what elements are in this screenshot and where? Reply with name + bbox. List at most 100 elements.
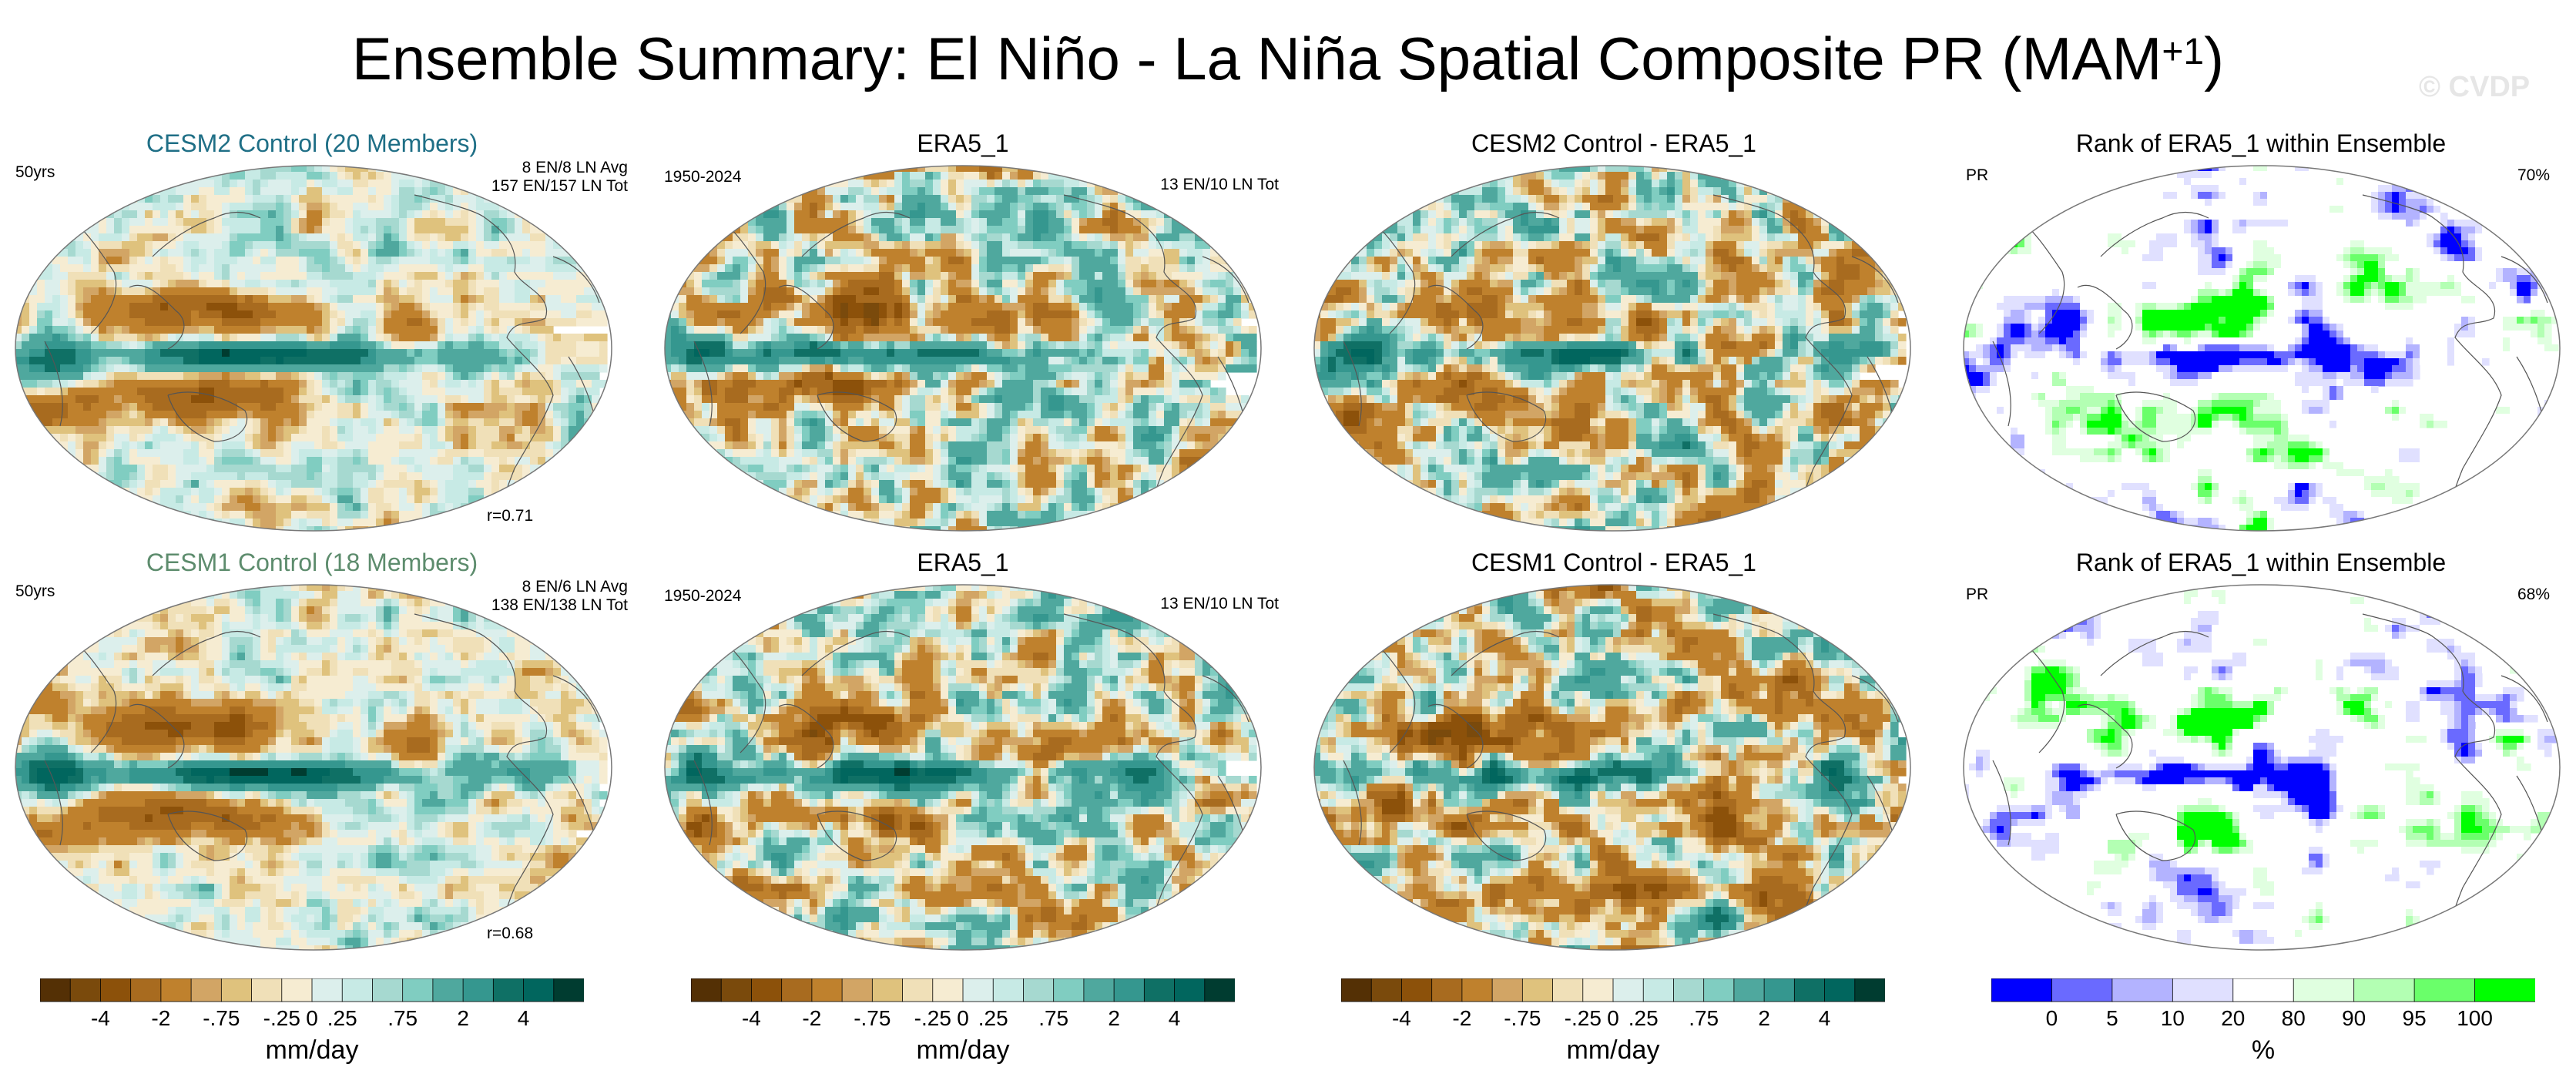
coastline [1202, 256, 1249, 304]
avg-counts: 8 EN/6 LN Avg [522, 578, 628, 596]
colorbar-box [492, 978, 525, 1002]
coastline [1466, 810, 1547, 861]
colorbar-tick-label: -2 [151, 1006, 171, 1030]
panel-title-era5-row1: ERA5_1 [917, 129, 1009, 157]
colorbar-tick-label: .25 [1628, 1006, 1659, 1030]
coastline [778, 284, 834, 350]
coastline [2433, 217, 2502, 519]
colorbar-tick-label: .75 [1689, 1006, 1719, 1030]
coastline [801, 630, 911, 676]
coastline [2100, 630, 2209, 676]
colorbar-boxes [1341, 978, 1885, 1002]
colorbar-tick-label: -4 [741, 1006, 761, 1030]
colorbar-tick-label: .25 [978, 1006, 1008, 1030]
coastline [693, 341, 713, 427]
coastline [1712, 613, 1785, 638]
colorbar-tick-label: 80 [2281, 1006, 2306, 1030]
colorbar-box [811, 978, 844, 1002]
colorbar-tick-label: 4 [1168, 1006, 1181, 1030]
colorbar-box [871, 978, 904, 1002]
pattern-correlation: r=0.68 [487, 925, 534, 942]
colorbar-box [2172, 978, 2234, 1002]
colorbar-tick-label: -.25 [1564, 1006, 1602, 1030]
coastline [817, 810, 897, 861]
colorbar-box [402, 978, 434, 1002]
colorbar-box [432, 978, 465, 1002]
colorbar-rank: 0 5 10 20 80 90 95 100% [1991, 978, 2535, 1079]
colorbar-box [2353, 978, 2416, 1002]
coastline [693, 760, 713, 846]
coastline [414, 194, 486, 219]
colorbar-box [523, 978, 555, 1002]
map-field [1964, 166, 2559, 531]
colorbar-tick-label: 2 [1108, 1006, 1120, 1030]
colorbar-box [190, 978, 223, 1002]
coastline [1427, 703, 1484, 769]
map-cesm1-composite [15, 584, 612, 951]
colorbar-unit-label: mm/day [1566, 1035, 1660, 1065]
colorbar-box [962, 978, 995, 1002]
map-outline [664, 165, 1262, 532]
coastline [1063, 194, 1135, 219]
coastline [2501, 256, 2548, 304]
coastline [2077, 703, 2133, 769]
colorbar-box [130, 978, 162, 1002]
colorbar-box [341, 978, 374, 1002]
colorbar-tick-label: 95 [2402, 1006, 2427, 1030]
colorbar-unit-label: % [2251, 1035, 2276, 1065]
colorbar-tick-label: 90 [2342, 1006, 2366, 1030]
panel-title-era5-row2: ERA5_1 [917, 549, 1009, 576]
map-cesm1-minus-era5 [1313, 584, 1911, 951]
colorbar-box [2413, 978, 2476, 1002]
panel-title-rank-row1: Rank of ERA5_1 within Ensemble [2075, 129, 2447, 157]
rank-percent: 70% [2517, 166, 2550, 184]
colorbar-box [100, 978, 132, 1002]
colorbar-box [1341, 978, 1373, 1002]
colorbar-box [40, 978, 72, 1002]
coastline [1712, 194, 1785, 219]
colorbar-tick-label: 4 [517, 1006, 530, 1030]
coastline [2115, 810, 2196, 861]
colorbar-tick-label: -2 [802, 1006, 822, 1030]
colorbar-box [1370, 978, 1403, 1002]
colorbar-box [160, 978, 193, 1002]
coastline [1451, 211, 1560, 257]
colorbar-tick-label: .75 [387, 1006, 418, 1030]
coastline [2115, 391, 2196, 442]
colorbar-box [1824, 978, 1856, 1002]
colorbar-box [1612, 978, 1645, 1002]
colorbar-box [932, 978, 964, 1002]
coastline [1992, 341, 2011, 427]
map-outline [1313, 584, 1911, 951]
colorbar-box [251, 978, 283, 1002]
panel-title-cesm2-minus-era5: CESM2 Control - ERA5_1 [1471, 129, 1756, 157]
coastline [414, 613, 486, 638]
colorbar-box [1793, 978, 1826, 1002]
coastline [1992, 760, 2011, 846]
panel-title-cesm1-minus-era5: CESM1 Control - ERA5_1 [1471, 549, 1756, 576]
colorbar-box [1582, 978, 1614, 1002]
colorbar-difference: -4 -2 -.75 -.25 0 .25 .75 2 4 mm/day [1341, 978, 1885, 1079]
coastline [167, 391, 248, 442]
colorbar-tick-label: 2 [1758, 1006, 1770, 1030]
coastline [2362, 613, 2434, 638]
coastline [1851, 256, 1899, 304]
colorbar-box [1642, 978, 1675, 1002]
panel-title-cesm1: CESM1 Control (18 Members) [146, 549, 478, 576]
coastline [2433, 636, 2502, 938]
coastline [44, 760, 63, 846]
coastline [1202, 675, 1249, 723]
colorbar-tick-label: -.25 [914, 1006, 951, 1030]
coastline [1851, 675, 1899, 723]
colorbar-tick-label: .25 [327, 1006, 357, 1030]
tot-counts: 157 EN/157 LN Tot [491, 177, 628, 195]
map-outline [1963, 584, 2561, 951]
coastline [1343, 760, 1362, 846]
coastline [817, 391, 897, 442]
colorbar-tick-label: -.75 [203, 1006, 240, 1030]
era5-years: 1950-2024 [664, 168, 742, 186]
rank-percent: 68% [2517, 586, 2550, 603]
colorbar-tick-label: 100 [2457, 1006, 2493, 1030]
map-outline [1313, 165, 1911, 532]
colorbar-box [1991, 978, 2053, 1002]
